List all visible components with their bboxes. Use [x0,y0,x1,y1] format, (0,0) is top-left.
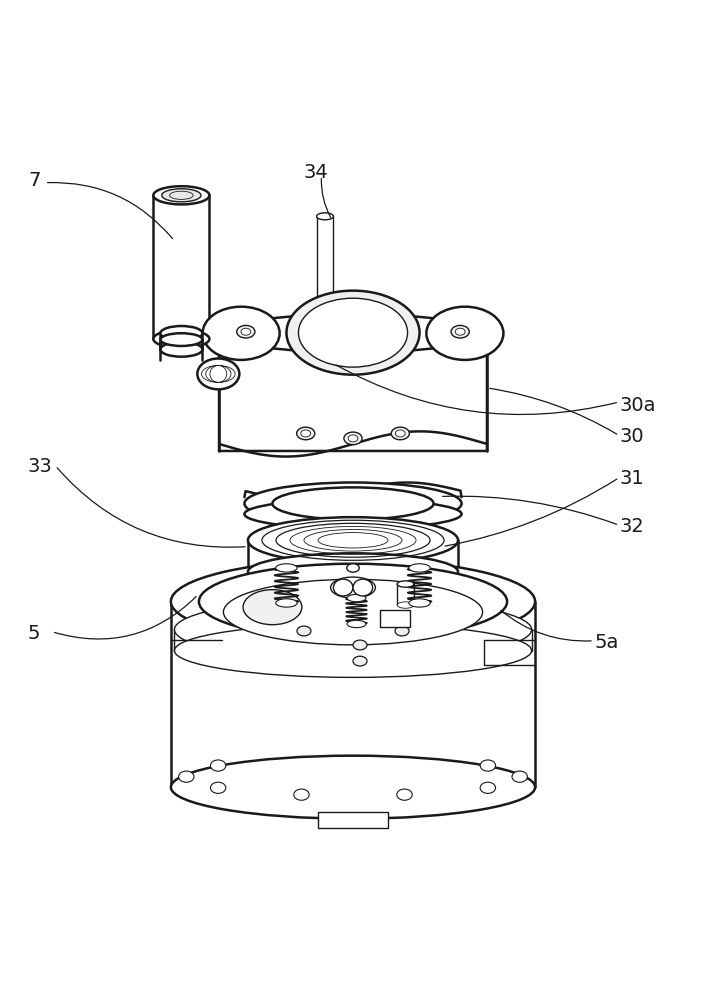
Ellipse shape [397,602,414,608]
Ellipse shape [210,760,226,771]
Polygon shape [397,572,431,594]
Ellipse shape [395,626,409,636]
Ellipse shape [299,298,407,367]
Polygon shape [248,540,458,572]
Ellipse shape [153,330,210,348]
Ellipse shape [171,560,535,644]
Ellipse shape [391,427,409,440]
Ellipse shape [273,487,433,520]
Ellipse shape [297,427,315,440]
Text: 5a: 5a [594,633,619,652]
Ellipse shape [237,325,255,338]
Polygon shape [380,610,410,627]
Ellipse shape [426,307,503,360]
Ellipse shape [248,517,458,563]
Ellipse shape [160,333,203,346]
Ellipse shape [316,213,333,220]
Ellipse shape [174,598,532,661]
Polygon shape [153,195,210,339]
Ellipse shape [153,186,210,204]
Ellipse shape [395,430,405,437]
Ellipse shape [160,342,203,357]
Ellipse shape [347,594,366,602]
Ellipse shape [160,326,203,341]
Ellipse shape [455,328,465,335]
Ellipse shape [347,620,366,628]
Ellipse shape [248,553,458,590]
Ellipse shape [294,789,309,800]
Text: 5: 5 [28,624,40,643]
Ellipse shape [409,599,430,607]
Text: 30: 30 [619,427,644,446]
Ellipse shape [162,189,201,202]
Ellipse shape [223,579,483,645]
Ellipse shape [275,566,309,577]
Ellipse shape [353,656,367,666]
Text: 7: 7 [28,171,40,190]
Ellipse shape [276,599,297,607]
Ellipse shape [344,432,362,445]
Ellipse shape [275,590,309,598]
Polygon shape [316,216,333,352]
Polygon shape [275,572,309,594]
Polygon shape [318,812,388,828]
Ellipse shape [287,291,419,375]
Text: 30a: 30a [619,396,656,415]
Ellipse shape [244,482,462,525]
Ellipse shape [480,782,496,793]
Ellipse shape [203,307,280,360]
Ellipse shape [512,771,527,782]
Ellipse shape [333,579,353,596]
Text: 34: 34 [304,163,329,182]
Ellipse shape [297,626,311,636]
Ellipse shape [397,566,431,577]
Ellipse shape [241,328,251,335]
Ellipse shape [179,771,194,782]
Ellipse shape [353,579,373,596]
Polygon shape [160,333,203,349]
Text: 33: 33 [28,457,53,476]
Ellipse shape [397,789,412,800]
Ellipse shape [197,359,239,389]
Ellipse shape [301,430,311,437]
Ellipse shape [171,756,535,819]
Polygon shape [219,316,487,451]
Ellipse shape [330,577,376,598]
Ellipse shape [316,348,333,355]
Text: 32: 32 [619,517,644,536]
Ellipse shape [244,499,462,529]
Ellipse shape [219,314,487,352]
Ellipse shape [480,760,496,771]
Ellipse shape [397,581,414,587]
Ellipse shape [174,624,532,677]
Ellipse shape [199,564,507,639]
Ellipse shape [169,191,193,199]
Ellipse shape [210,782,226,793]
Text: 31: 31 [619,469,644,488]
Ellipse shape [409,564,430,572]
Polygon shape [171,602,535,787]
Ellipse shape [347,564,359,572]
Ellipse shape [451,325,469,338]
Ellipse shape [397,590,431,598]
Polygon shape [397,584,414,605]
Ellipse shape [276,564,297,572]
Ellipse shape [348,435,358,442]
Ellipse shape [353,640,367,650]
Ellipse shape [243,590,302,625]
